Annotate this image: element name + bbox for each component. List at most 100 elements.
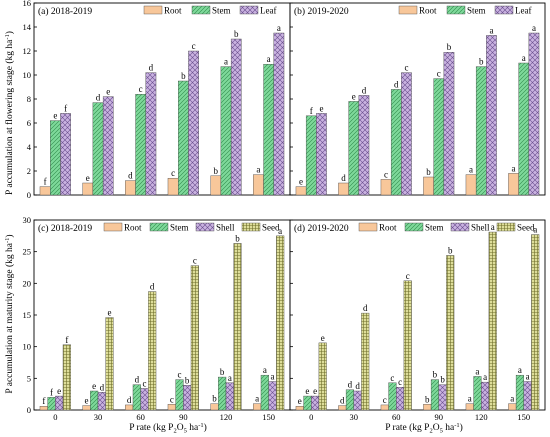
significance-label: d <box>340 396 345 406</box>
y-tick-label: 12 <box>23 46 32 56</box>
legend-swatch-root <box>358 222 378 232</box>
x-axis-title-left: P rate (kg P2O5 ha-1) <box>129 422 207 435</box>
significance-label: a <box>489 25 493 35</box>
significance-label: a <box>271 372 275 382</box>
legend-label: Stem <box>212 6 231 16</box>
significance-label: d <box>341 173 346 183</box>
bar-seed <box>318 342 327 411</box>
bar-leaf <box>230 38 242 196</box>
legend-swatch-stem <box>404 222 424 232</box>
bar-stem <box>305 115 317 196</box>
legend-label: Leaf <box>515 6 531 16</box>
significance-label: b <box>234 29 239 39</box>
bar-shell <box>523 381 532 411</box>
x-tick-label: 30 <box>350 412 359 422</box>
y-tick-label: 6 <box>27 118 31 128</box>
bar-stem <box>218 376 227 411</box>
significance-label: a <box>475 366 479 376</box>
significance-label: d <box>128 171 133 181</box>
bar-shell <box>55 395 64 411</box>
plot-frame <box>33 219 291 411</box>
significance-label: a <box>532 23 536 33</box>
x-tick-label: 150 <box>517 412 530 422</box>
significance-label: d <box>135 375 140 385</box>
bar-stem <box>473 376 482 411</box>
bar-seed <box>488 231 497 411</box>
significance-label: c <box>170 394 174 404</box>
significance-label: c <box>193 256 197 266</box>
x-tick-label: 90 <box>179 412 188 422</box>
bar-stem <box>263 63 274 196</box>
significance-label: e <box>319 103 323 113</box>
bar-leaf <box>528 32 540 196</box>
significance-label: e <box>313 386 317 396</box>
significance-label: a <box>228 373 232 383</box>
legend-label: Shell <box>216 223 235 233</box>
legend-label: Root <box>164 6 182 16</box>
legend-label: Root <box>379 223 397 233</box>
bar-root <box>295 406 304 411</box>
bar-root <box>380 179 392 196</box>
panel-label: (a) 2018-2019 <box>38 6 92 17</box>
significance-label: b <box>220 367 225 377</box>
bar-root <box>167 177 179 196</box>
significance-label: a <box>469 165 473 175</box>
bar-seed <box>403 280 412 411</box>
x-tick-label: 0 <box>53 412 57 422</box>
bar-root <box>39 406 48 411</box>
bar-seed <box>148 291 157 411</box>
significance-label: e <box>108 308 112 318</box>
y-tick-label: 20 <box>23 278 32 288</box>
significance-label: e <box>305 386 309 396</box>
significance-label: e <box>298 396 302 406</box>
significance-label: a <box>267 54 271 64</box>
significance-label: a <box>277 23 281 33</box>
significance-label: c <box>398 377 402 387</box>
significance-label: e <box>57 386 61 396</box>
significance-label: e <box>53 111 57 121</box>
bar-stem <box>345 389 354 411</box>
legend-swatch-root <box>398 5 418 15</box>
legend-swatch-stem <box>149 222 169 232</box>
legend-swatch-root <box>103 222 123 232</box>
y-tick-label: 10 <box>23 70 32 80</box>
bar-root <box>253 174 264 196</box>
significance-label: b <box>185 375 190 385</box>
legend-label: Shell <box>471 223 490 233</box>
significance-label: a <box>263 365 267 375</box>
y-tick-label: 0 <box>27 190 31 200</box>
bar-stem <box>390 89 402 196</box>
significance-label: f <box>64 103 67 113</box>
plot-frame <box>289 219 546 411</box>
bar-shell <box>268 381 277 411</box>
significance-label: a <box>255 394 259 404</box>
significance-label: f <box>42 396 45 406</box>
bar-root <box>39 186 51 196</box>
bar-seed <box>531 234 540 411</box>
bar-root <box>508 173 519 196</box>
legend-swatch-root <box>143 5 163 15</box>
legend-label: Seed <box>517 223 535 233</box>
bar-stem <box>90 390 99 411</box>
bar-shell <box>353 390 362 411</box>
significance-label: f <box>50 387 53 397</box>
x-tick-label: 60 <box>136 412 145 422</box>
legend-label: Leaf <box>260 6 276 16</box>
bar-stem <box>92 102 104 196</box>
x-tick-label: 150 <box>262 412 275 422</box>
significance-label: e <box>321 333 325 343</box>
significance-label: a <box>533 225 537 235</box>
significance-label: d <box>100 382 105 392</box>
bar-stem <box>220 66 232 196</box>
bar-shell <box>225 382 234 411</box>
y-tick-label: 30 <box>23 215 32 225</box>
plot-frame <box>33 2 291 196</box>
panel-label: (b) 2019-2020 <box>294 6 349 17</box>
significance-label: d <box>355 381 360 391</box>
significance-label: c <box>384 169 388 179</box>
x-tick-label: 30 <box>94 412 103 422</box>
significance-label: c <box>437 69 441 79</box>
significance-label: a <box>526 372 530 382</box>
